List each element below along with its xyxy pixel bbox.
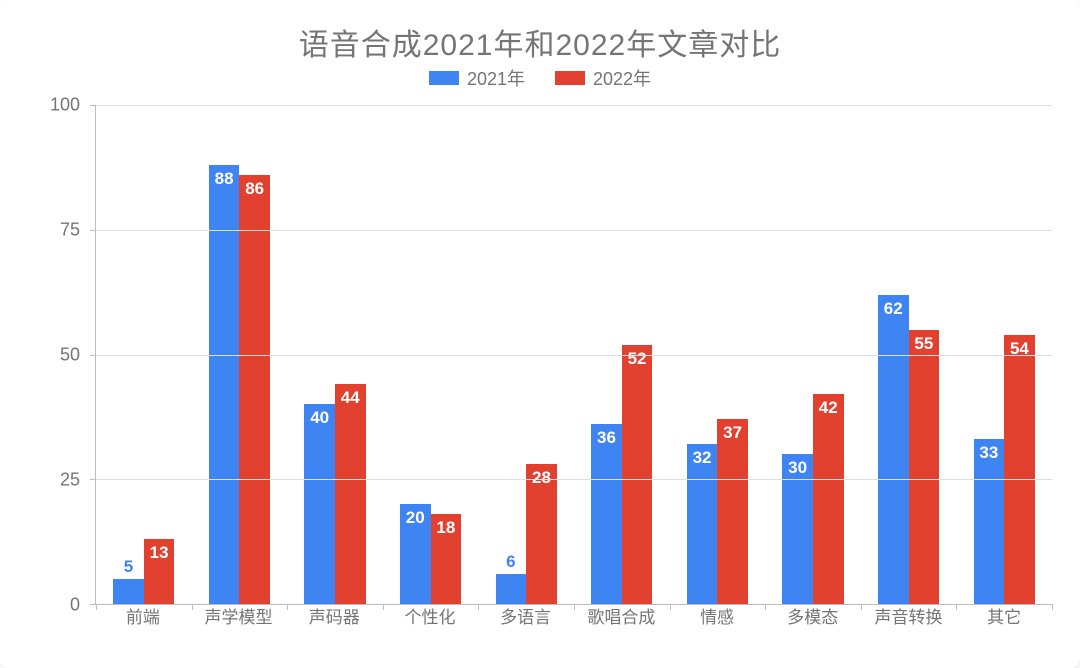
bar-2022年: 37 [717,419,748,604]
bar-value-label: 20 [406,508,425,528]
y-tick-mark [90,355,96,356]
bar-value-label: 42 [819,398,838,418]
bar-2021年: 40 [304,404,335,604]
plot-outer: 0255075100 51388864044201862836523237304… [40,105,1052,630]
bar-value-label: 62 [884,299,903,319]
chart-title: 语音合成2021年和2022年文章对比 [0,20,1080,64]
grid-line [96,479,1052,480]
y-tick-mark [90,479,96,480]
plot-area: 51388864044201862836523237304262553354 [95,105,1052,605]
bar-2022年: 52 [622,345,653,604]
bar-2021年: 30 [782,454,813,604]
bar-value-label: 18 [436,518,455,538]
x-axis-label: 声码器 [286,605,382,630]
y-axis: 0255075100 [40,105,90,605]
legend-item-2021: 2021年 [429,65,525,91]
bar-2022年: 42 [813,394,844,604]
bar-2022年: 28 [526,464,557,604]
x-axis-labels: 前端声学模型声码器个性化多语言歌唱合成情感多模态声音转换其它 [95,605,1052,630]
x-axis-label: 个性化 [382,605,478,630]
bar-2021年: 36 [591,424,622,604]
bar-value-label: 86 [245,179,264,199]
y-tick-mark [90,230,96,231]
legend-swatch-2022 [555,71,585,85]
grid-line [96,230,1052,231]
bar-2021年: 33 [974,439,1005,604]
bar-value-label: 54 [1010,339,1029,359]
x-axis-label: 歌唱合成 [574,605,670,630]
x-axis-label: 前端 [95,605,191,630]
bar-value-label: 5 [124,557,133,577]
chart-card: 语音合成2021年和2022年文章对比 2021年 2022年 0 25 50 75 1… [0,0,1080,668]
y-tick-label: 50 [40,345,80,366]
bar-value-label: 6 [506,552,515,572]
bar-value-label: 44 [341,388,360,408]
legend-item-2022: 2022年 [555,65,651,91]
bar-value-label: 33 [979,443,998,463]
bar-2022年: 55 [909,330,940,604]
y-tick-label: 0 [40,595,80,616]
bar-2021年: 5 [113,579,144,604]
y-tick-mark [90,105,96,106]
bar-2021年: 6 [496,574,527,604]
bar-value-label: 36 [597,428,616,448]
x-axis-label: 情感 [669,605,765,630]
y-tick-label: 25 [40,470,80,491]
x-axis-label: 多语言 [478,605,574,630]
bar-2022年: 18 [431,514,462,604]
bar-value-label: 30 [788,458,807,478]
x-axis-label: 其它 [956,605,1052,630]
y-tick-label: 75 [40,220,80,241]
legend-label-2021: 2021年 [467,65,525,91]
bar-2022年: 13 [144,539,175,604]
bar-2021年: 32 [687,444,718,604]
bar-value-label: 52 [628,349,647,369]
x-axis-label: 多模态 [765,605,861,630]
legend-swatch-2021 [429,71,459,85]
bar-2021年: 20 [400,504,431,604]
x-axis-label: 声学模型 [191,605,287,630]
grid-line [96,355,1052,356]
bar-value-label: 13 [150,543,169,563]
bar-2022年: 86 [239,175,270,604]
grid-line [96,105,1052,106]
bar-2022年: 54 [1004,335,1035,604]
y-tick-label: 100 [40,95,80,116]
bar-value-label: 55 [914,334,933,354]
legend-label-2022: 2022年 [593,65,651,91]
bar-2021年: 62 [878,295,909,604]
bar-2022年: 44 [335,384,366,604]
bar-value-label: 88 [215,169,234,189]
bar-value-label: 32 [693,448,712,468]
bar-value-label: 37 [723,423,742,443]
x-axis-label: 声音转换 [861,605,957,630]
bar-2021年: 88 [209,165,240,604]
chart-legend: 2021年 2022年 [0,65,1080,91]
x-tick-mark [1052,604,1053,610]
bar-value-label: 40 [310,408,329,428]
